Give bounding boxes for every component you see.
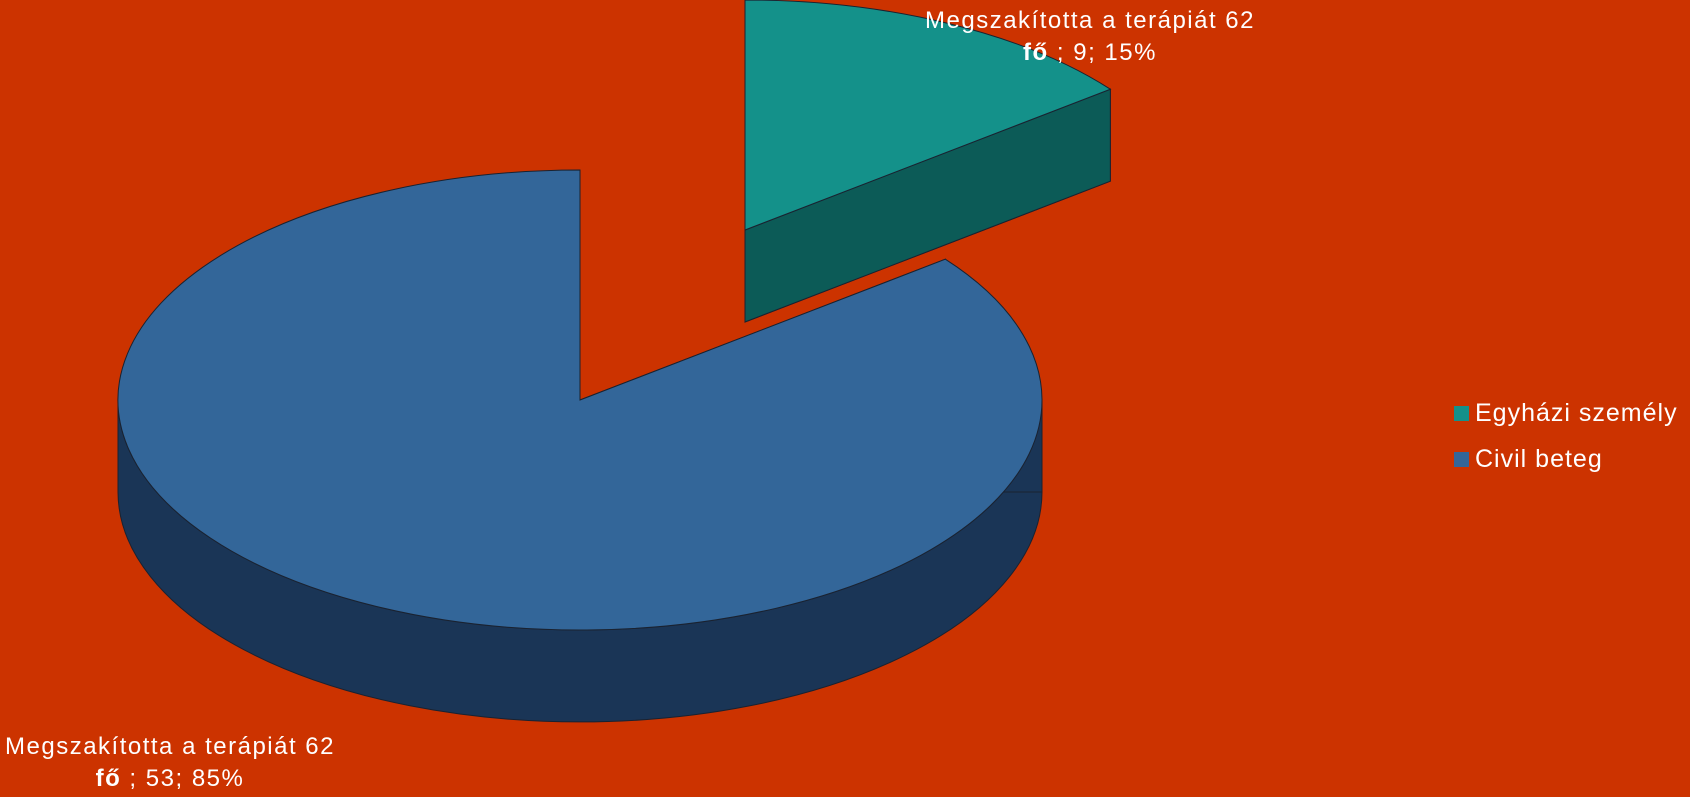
pie-slice-civil-beteg — [117, 169, 1043, 723]
data-label-unit: fő — [95, 765, 122, 792]
legend-swatch — [1454, 405, 1469, 421]
data-label-value: 9 — [1073, 39, 1089, 66]
data-label-egyhazi-szemely: Megszakította a terápiát 62 fő ; 9; 15% — [905, 5, 1275, 69]
slice-top — [744, 0, 1112, 231]
data-label-line1: Megszakította a terápiát 62 — [925, 7, 1255, 34]
legend-label: Civil beteg — [1475, 444, 1603, 473]
data-label-pct-sep: ; — [175, 765, 192, 792]
data-label-civil-beteg: Megszakította a terápiát 62 fő ; 53; 85% — [5, 731, 335, 795]
chart-legend: Egyházi személy Civil beteg — [1454, 390, 1678, 482]
data-label-value: 53 — [145, 765, 176, 792]
pie-slices — [117, 0, 1112, 723]
data-label-sep: ; — [1048, 39, 1074, 66]
legend-label: Egyházi személy — [1475, 398, 1678, 427]
data-label-sep: ; — [121, 765, 146, 792]
data-label-line2: fő ; 9; 15% — [905, 37, 1275, 69]
pie-slice-egyházi-személy — [744, 0, 1112, 323]
slice-top — [117, 169, 1043, 631]
legend-item-egyhazi-szemely[interactable]: Egyházi személy — [1454, 390, 1678, 436]
data-label-line2: fő ; 53; 85% — [5, 763, 335, 795]
data-label-percent: 85% — [191, 765, 245, 792]
data-label-percent: 15% — [1104, 39, 1157, 66]
data-label-unit: fő — [1023, 39, 1049, 66]
data-label-pct-sep: ; — [1088, 39, 1105, 66]
data-label-line1: Megszakította a terápiát 62 — [5, 733, 335, 760]
legend-swatch — [1454, 451, 1469, 467]
legend-item-civil-beteg[interactable]: Civil beteg — [1454, 436, 1678, 482]
